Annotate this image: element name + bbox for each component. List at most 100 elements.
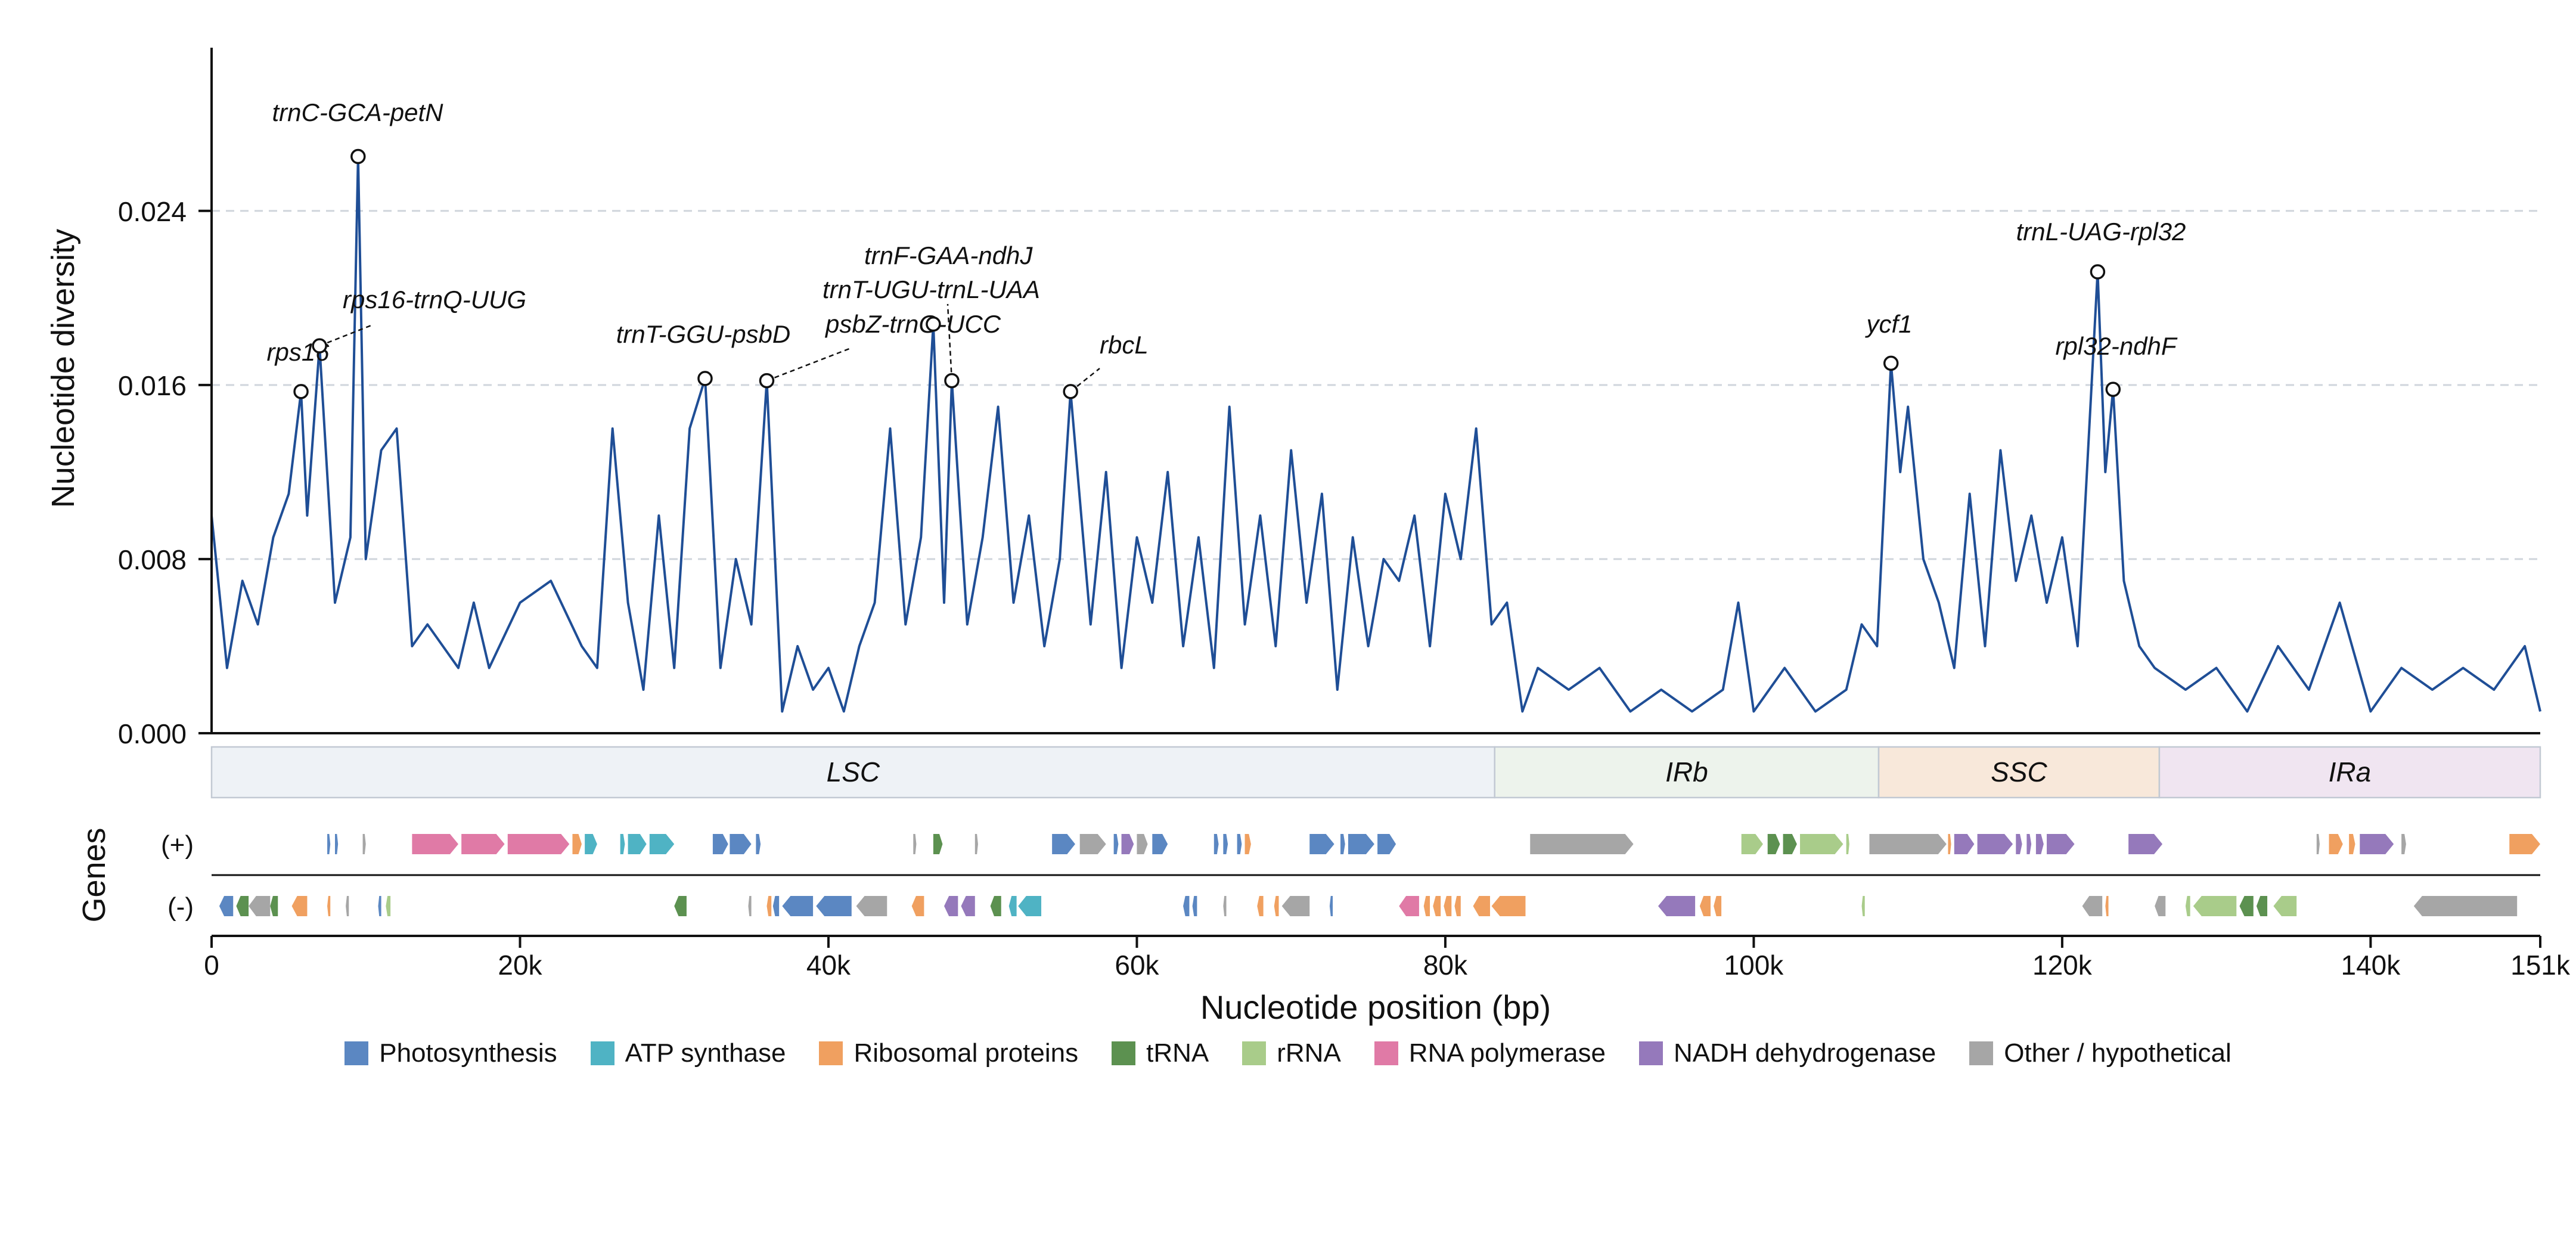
gene-minus <box>2413 896 2518 916</box>
peak-marker <box>1883 355 1899 371</box>
gene-plus <box>572 834 582 854</box>
diversity-line <box>210 155 2541 713</box>
legend-swatch <box>1112 1041 1136 1065</box>
axes: 0.000 0.008 0.016 0.024 0 20k 40k 60k 80k 100k 120… <box>118 48 2571 981</box>
gene-minus <box>2155 896 2166 916</box>
y-tick-label: 0.016 <box>118 370 187 401</box>
gene-minus <box>1861 896 1865 916</box>
gene-plus <box>913 834 917 854</box>
gene-plus <box>1954 834 1975 854</box>
gene-plus <box>1121 834 1134 854</box>
legend-item: NADH dehydrogenase <box>1638 1038 1936 1068</box>
gene-plus <box>1244 834 1251 854</box>
gene-plus <box>334 834 339 854</box>
x-axis-label: Nucleotide position (bp) <box>1200 988 1551 1026</box>
gene-minus <box>2082 896 2103 916</box>
peak-marker <box>944 373 960 389</box>
strand-label-plus: (+) <box>161 830 194 860</box>
gene-minus <box>291 896 308 916</box>
gene-minus <box>2105 896 2109 916</box>
gene-minus <box>990 896 1001 916</box>
peak-marker <box>2105 382 2121 397</box>
gene-plus <box>2128 834 2163 854</box>
gene-minus <box>1433 896 1441 916</box>
gene-minus <box>1658 896 1696 916</box>
gene-plus <box>1052 834 1075 854</box>
legend-item: Ribosomal proteins <box>819 1038 1078 1068</box>
x-tick-label: 0 <box>204 950 219 981</box>
gene-minus <box>856 896 887 916</box>
x-tick-label: 140k <box>2341 950 2401 981</box>
region-label: IRa <box>2329 756 2372 787</box>
annotation-leader <box>946 303 953 381</box>
gene-plus <box>2509 834 2540 854</box>
y-tick-label: 0.024 <box>118 196 187 227</box>
gene-plus <box>712 834 728 854</box>
gene-minus <box>816 896 852 916</box>
region-label: IRb <box>1665 756 1708 787</box>
peak-marker <box>2090 264 2106 280</box>
gene-plus <box>2360 834 2394 854</box>
gene-minus <box>1329 896 1333 916</box>
gene-minus <box>1714 896 1722 916</box>
gene-plus <box>1530 834 1634 854</box>
legend-swatch <box>1638 1041 1663 1065</box>
gene-plus <box>974 834 978 854</box>
annotation-label: psbZ-trnG-UCC <box>824 310 1001 338</box>
legend-label: NADH dehydrogenase <box>1673 1038 1936 1068</box>
annotation-leader <box>1070 368 1100 392</box>
gene-minus <box>2185 896 2190 916</box>
legend-label: Other / hypothetical <box>2004 1038 2232 1068</box>
gene-plus <box>2047 834 2075 854</box>
legend-item: tRNA <box>1112 1038 1209 1068</box>
gene-plus <box>2401 834 2406 854</box>
gene-minus <box>1183 896 1190 916</box>
gene-minus <box>1008 896 1017 916</box>
gene-plus <box>2026 834 2032 854</box>
genes-axis-label: Genes <box>76 827 112 922</box>
legend-swatch <box>819 1041 843 1065</box>
gene-minus <box>270 896 278 916</box>
gene-plus <box>2035 834 2044 854</box>
gene-plus <box>1113 834 1119 854</box>
gene-minus <box>2256 896 2268 916</box>
y-axis-label: Nucleotide diversity <box>45 229 81 508</box>
gene-minus <box>219 896 234 916</box>
x-tick-label: 20k <box>498 950 542 981</box>
annotation-leader <box>766 348 850 382</box>
gene-minus <box>1473 896 1490 916</box>
gene-plus <box>1377 834 1396 854</box>
annotation-leader <box>319 324 373 347</box>
x-tick-label: 80k <box>1423 950 1468 981</box>
legend-item: ATP synthase <box>590 1038 786 1068</box>
legend-label: ATP synthase <box>625 1038 786 1068</box>
peak-marker <box>1063 384 1078 399</box>
peak-marker <box>293 384 309 399</box>
gene-plus <box>1223 834 1228 854</box>
legend-item: Photosynthesis <box>344 1038 557 1068</box>
x-tick-label: 100k <box>1724 950 1784 981</box>
annotation-label: trnT-UGU-trnL-UAA <box>823 275 1040 303</box>
gene-plus <box>412 834 458 854</box>
gene-plus <box>327 834 331 854</box>
gene-plus <box>2316 834 2320 854</box>
gene-plus <box>933 834 943 854</box>
region-bars: LSC IRb SSC IRa <box>210 746 2541 799</box>
gene-plus <box>1079 834 1106 854</box>
gene-plus <box>461 834 505 854</box>
gene-plus <box>1846 834 1849 854</box>
legend-label: Photosynthesis <box>379 1038 557 1068</box>
legend-swatch <box>1242 1041 1267 1065</box>
gene-minus <box>1423 896 1430 916</box>
annotation-label: trnL-UAG-rpl32 <box>2016 218 2186 246</box>
gene-minus <box>1281 896 1310 916</box>
x-tick-label: 40k <box>806 950 851 981</box>
region-box <box>1494 746 1880 799</box>
annotation-label: rpl32-ndhF <box>2055 332 2177 360</box>
gene-minus <box>1491 896 1526 916</box>
gene-plus <box>1340 834 1345 854</box>
gene-plus <box>1237 834 1242 854</box>
gene-minus <box>944 896 958 916</box>
